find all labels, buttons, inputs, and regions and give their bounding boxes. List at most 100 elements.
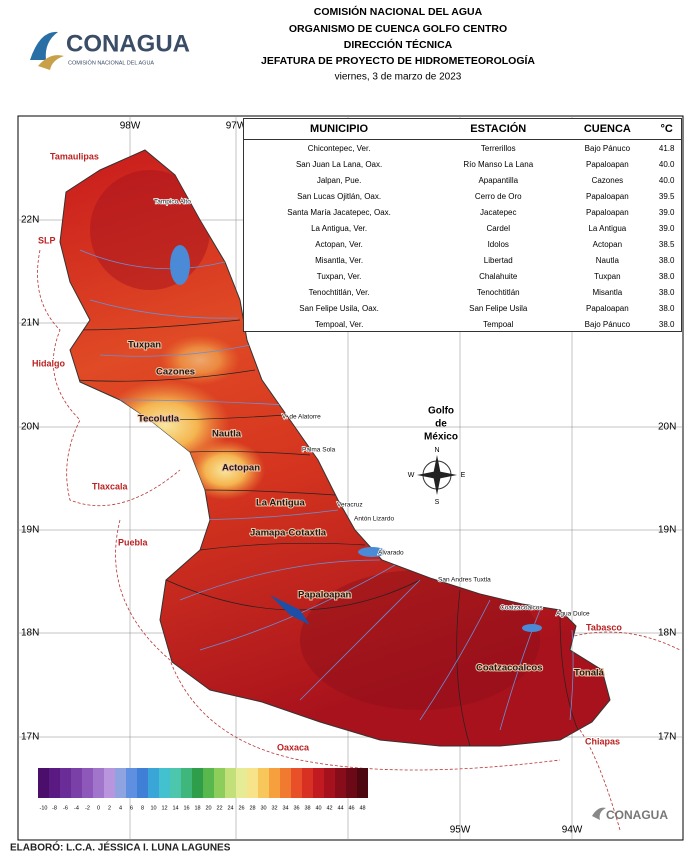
legend-swatch — [236, 768, 247, 798]
legend-tick: 16 — [183, 805, 189, 811]
legend-swatch — [104, 768, 115, 798]
state-label: Hidalgo — [32, 358, 66, 368]
table-cell: Chalahuite — [479, 271, 518, 281]
compass — [417, 455, 457, 495]
legend-swatch — [49, 768, 60, 798]
table-cell: 38.0 — [658, 319, 675, 329]
table-cell: Tenochtitlán, Ver. — [308, 287, 370, 297]
table-cell: 38.5 — [658, 239, 675, 249]
legend-swatch — [291, 768, 302, 798]
neighbor-states — [37, 249, 681, 831]
footer-logo: CONAGUA — [592, 807, 668, 822]
logo-name: CONAGUA — [66, 30, 190, 57]
state-label: Tlaxcala — [92, 481, 129, 491]
table-cell: San Lucas Ojitlán, Oax. — [297, 191, 382, 201]
author: ELABORÓ: L.C.A. JÉSSICA I. LUNA LAGUNES — [10, 841, 231, 854]
state-label: Tamaulipas — [50, 151, 99, 161]
latitude-label: 20N — [658, 422, 676, 433]
legend-tick: -6 — [63, 805, 68, 811]
legend-swatch — [302, 768, 313, 798]
latitude-label: 19N — [658, 525, 676, 536]
legend-tick: 48 — [359, 805, 365, 811]
latitude-label: 17N — [21, 732, 39, 743]
table-cell: Tempoal — [483, 319, 514, 329]
header-row: MUNICIPIO ESTACIÓN CUENCA °C — [244, 119, 681, 140]
latitude-label: 18N — [658, 628, 676, 639]
place-label: San Andres Tuxtla — [438, 577, 491, 584]
legend-swatch — [137, 768, 148, 798]
state-label: Oaxaca — [277, 742, 310, 752]
table-cell: Terrerillos — [480, 143, 516, 153]
legend-tick: -10 — [40, 805, 48, 811]
table-cell: 38.0 — [658, 271, 675, 281]
legend-tick: 22 — [216, 805, 222, 811]
legend-tick: 4 — [119, 805, 122, 811]
place-label: Antón Lizardo — [354, 516, 394, 523]
gulf-label: de — [435, 419, 447, 430]
table-cell: Cerro de Oro — [474, 191, 522, 201]
table-cell: 38.0 — [658, 287, 675, 297]
table-cell: Papaloapan — [585, 303, 629, 313]
place-label: Palma Sola — [302, 447, 336, 454]
legend-tick: 30 — [260, 805, 266, 811]
legend-swatch — [313, 768, 324, 798]
table-row: Jalpan, Pue. Apapantilla Cazones 40.0 — [244, 172, 681, 188]
basin-label: Papaloapan — [298, 590, 352, 601]
compass-letter: W — [408, 472, 415, 479]
header-line: JEFATURA DE PROYECTO DE HIDROMETEOROLOGÍ… — [261, 54, 535, 67]
legend-tick: 10 — [150, 805, 156, 811]
latitude-label: 18N — [21, 628, 39, 639]
latitude-label: 20N — [21, 422, 39, 433]
table-row: Tuxpan, Ver. Chalahuite Tuxpan 38.0 — [244, 268, 681, 284]
table-row: Tenochtitlán, Ver. Tenochtitlán Misantla 38… — [244, 284, 681, 300]
legend-swatch — [71, 768, 82, 798]
longitude-label: 98W — [120, 121, 141, 132]
table-cell: Libertad — [483, 255, 513, 265]
gulf-label: Golfo — [428, 406, 454, 417]
basin-label: Nautla — [212, 429, 242, 440]
legend-swatch — [38, 768, 49, 798]
legend-swatch — [115, 768, 126, 798]
place-label: V. de Alatorre — [282, 414, 321, 421]
table-cell: San Juan La Lana, Oax. — [295, 159, 383, 169]
table-cell: Río Manso La Lana — [463, 159, 534, 169]
legend-tick: 42 — [326, 805, 332, 811]
legend-swatch — [357, 768, 368, 798]
basin-label: Coatzacoalcos — [476, 663, 543, 674]
logo-subtitle: COMISIÓN NACIONAL DEL AGUA — [68, 59, 154, 66]
legend-swatch — [269, 768, 280, 798]
legend-swatch — [225, 768, 236, 798]
legend-tick: 12 — [161, 805, 167, 811]
table-row: Actopan, Ver. Idolos Actopan 38.5 — [244, 236, 681, 252]
basin-label: Actopan — [222, 463, 260, 474]
table-cell: Jalpan, Pue. — [316, 175, 362, 185]
table-cell: La Antigua, Ver. — [311, 223, 368, 233]
legend-tick: 20 — [205, 805, 211, 811]
compass-letter: N — [434, 447, 439, 454]
place-label: Alvarado — [378, 550, 404, 557]
legend-swatch — [214, 768, 225, 798]
legend-tick: 38 — [304, 805, 310, 811]
table-cell: Nautla — [595, 255, 619, 265]
table-cell: Apapantilla — [478, 175, 519, 185]
latitude-label: 22N — [21, 215, 39, 226]
legend-tick: -4 — [74, 805, 79, 811]
table-cell: Bajo Pánuco — [584, 319, 631, 329]
legend-tick: 36 — [293, 805, 299, 811]
legend-swatch — [60, 768, 71, 798]
table-cell: 39.0 — [658, 223, 675, 233]
place-label: Coatzacoalcos — [500, 605, 543, 612]
legend-swatch — [159, 768, 170, 798]
legend-swatch — [203, 768, 214, 798]
legend-tick: 2 — [108, 805, 111, 811]
legend-tick: 40 — [315, 805, 321, 811]
column-header: °C — [660, 123, 673, 135]
table-row: Tempoal, Ver. Tempoal Bajo Pánuco 38.0 — [244, 316, 681, 332]
table-cell: Tempoal, Ver. — [314, 319, 364, 329]
table-cell: Santa María Jacatepec, Oax. — [287, 207, 391, 217]
table-row: Chicontepec, Ver. Terrerillos Bajo Pánuco 4… — [244, 140, 681, 157]
legend-tick: 26 — [238, 805, 244, 811]
legend-swatch — [126, 768, 137, 798]
state-label: SLP — [38, 235, 56, 245]
